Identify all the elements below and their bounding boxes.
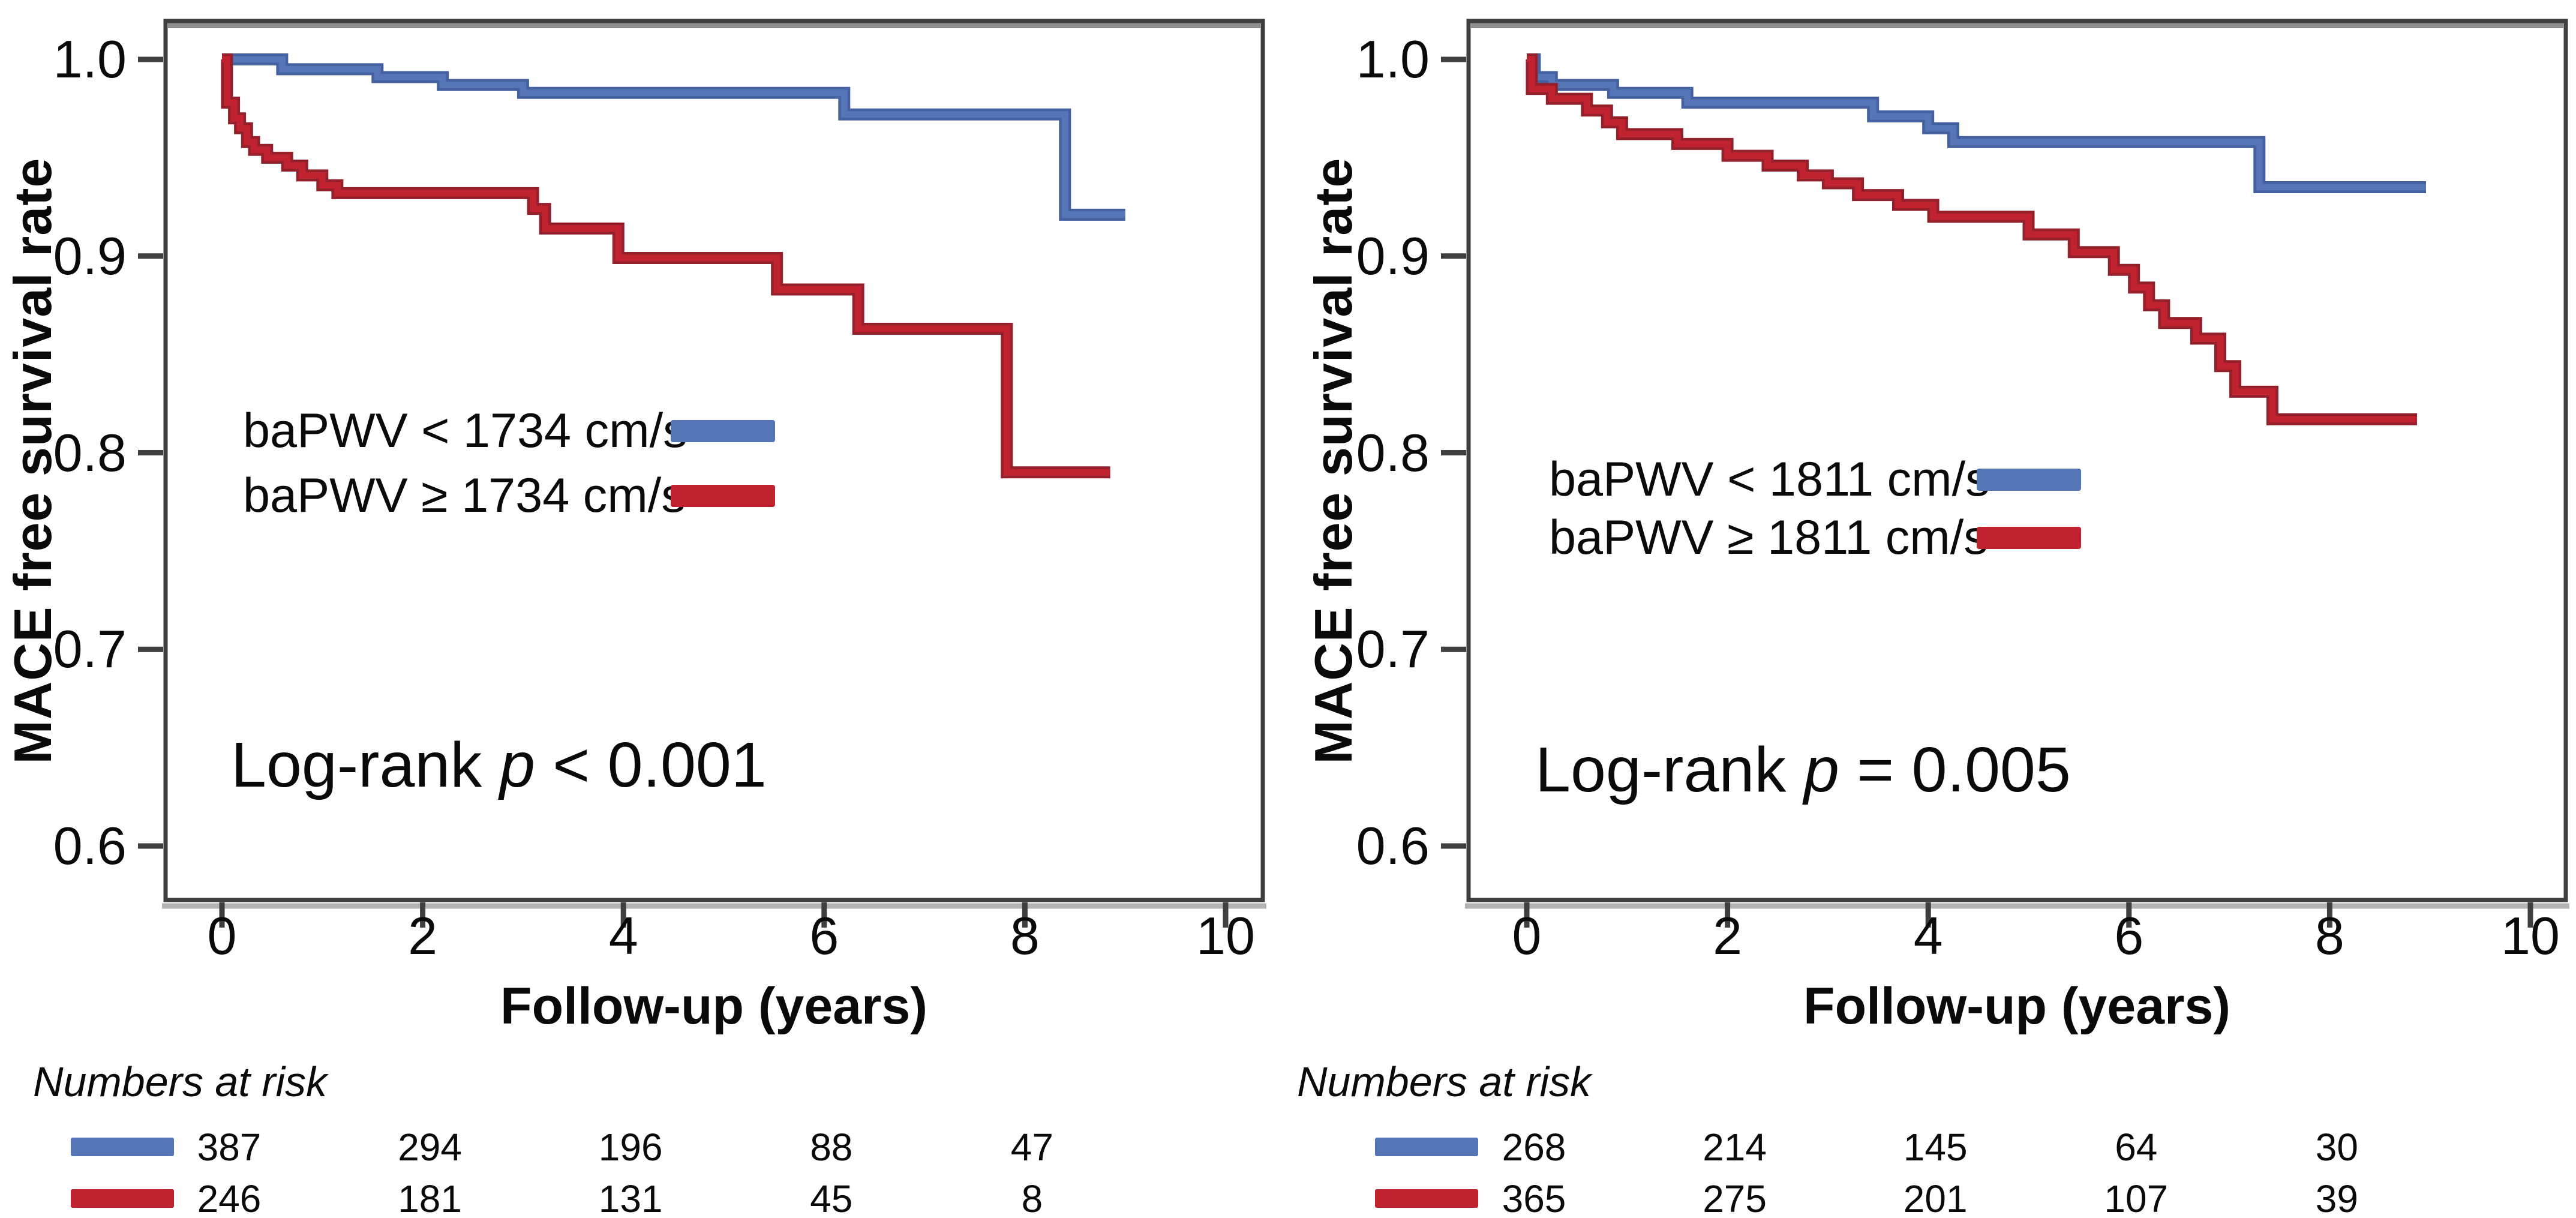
risk-count: 39 <box>2315 1177 2358 1218</box>
annotation-post: = 0.005 <box>1839 734 2071 805</box>
x-tick-label: 6 <box>809 906 839 965</box>
x-tick-label: 2 <box>408 906 438 965</box>
risk-count: 275 <box>1703 1177 1767 1218</box>
risk-count: 88 <box>810 1126 853 1169</box>
risk-row-swatch-blue <box>1375 1138 1478 1156</box>
risk-count: 45 <box>810 1177 853 1218</box>
x-tick-label: 4 <box>608 906 638 965</box>
numbers-at-risk-header: Numbers at risk <box>33 1058 328 1105</box>
risk-row-swatch-red <box>1375 1189 1478 1208</box>
x-tick-label: 0 <box>207 906 237 965</box>
km-curve-red <box>221 53 1110 479</box>
survival-plot-right <box>1441 19 2569 928</box>
risk-count: 294 <box>398 1126 462 1169</box>
legend-label-low: baPWV < 1811 cm/s <box>1549 452 1990 506</box>
km-curve-red <box>1526 53 2417 425</box>
risk-count: 181 <box>398 1177 462 1218</box>
x-tick-label: 10 <box>2501 906 2560 965</box>
risk-count: 246 <box>197 1177 262 1218</box>
annotation-pre: Log-rank <box>231 730 500 800</box>
legend-label-low: baPWV < 1734 cm/s <box>243 404 687 458</box>
risk-count: 201 <box>1903 1177 1968 1218</box>
log-rank-annotation: Log-rank p < 0.001 <box>231 726 767 804</box>
y-tick-label: 0.6 <box>53 816 127 875</box>
risk-count: 47 <box>1010 1126 1053 1169</box>
risk-count: 8 <box>1021 1177 1043 1218</box>
risk-count: 365 <box>1502 1177 1566 1218</box>
y-tick-label: 1.0 <box>1356 29 1430 89</box>
y-tick-label: 0.8 <box>1356 422 1430 482</box>
x-tick-label: 8 <box>2314 906 2344 965</box>
km-panel-left: MACE free survival rate Follow-up (years… <box>3 19 1266 1218</box>
y-tick-label: 0.6 <box>1356 816 1430 875</box>
risk-count: 214 <box>1703 1126 1767 1169</box>
risk-count: 131 <box>598 1177 663 1218</box>
risk-row-swatch-red <box>71 1189 174 1208</box>
numbers-at-risk-header: Numbers at risk <box>1297 1058 1592 1105</box>
log-rank-annotation: Log-rank p = 0.005 <box>1535 731 2071 809</box>
risk-count: 196 <box>598 1126 663 1169</box>
y-tick-label: 0.9 <box>1356 226 1430 286</box>
annotation-pre: Log-rank <box>1535 734 1804 805</box>
legend-label-high: baPWV ≥ 1734 cm/s <box>243 469 686 523</box>
km-panel-right: MACE free survival rate Follow-up (years… <box>1288 0 2576 1218</box>
y-tick-label: 0.9 <box>53 226 127 286</box>
risk-count: 387 <box>197 1126 262 1169</box>
legend-swatch-blue <box>671 420 775 442</box>
risk-count: 268 <box>1502 1126 1566 1169</box>
km-curve-blue <box>222 53 1125 221</box>
y-tick-label: 0.7 <box>1356 619 1430 679</box>
x-axis-title: Follow-up (years) <box>500 977 927 1035</box>
legend-swatch-blue <box>1977 469 2081 491</box>
x-tick-label: 4 <box>1913 906 1943 965</box>
km-curve-blue <box>1527 53 2426 193</box>
risk-count: 64 <box>2115 1126 2158 1169</box>
y-tick-label: 0.7 <box>53 619 127 679</box>
annotation-p-italic: p <box>499 730 535 800</box>
x-tick-label: 8 <box>1010 906 1040 965</box>
x-tick-label: 0 <box>1512 906 1542 965</box>
legend-label-high: baPWV ≥ 1811 cm/s <box>1549 511 1988 565</box>
risk-count: 30 <box>2315 1126 2358 1169</box>
y-tick-label: 1.0 <box>53 29 127 89</box>
x-tick-label: 6 <box>2114 906 2144 965</box>
annotation-p-italic: p <box>1803 734 1839 805</box>
legend-swatch-red <box>671 485 775 507</box>
legend-swatch-red <box>1977 527 2081 549</box>
x-tick-label: 2 <box>1713 906 1743 965</box>
risk-count: 107 <box>2104 1177 2169 1218</box>
risk-count: 145 <box>1903 1126 1968 1169</box>
y-tick-label: 0.8 <box>53 422 127 482</box>
x-axis-title: Follow-up (years) <box>1803 977 2230 1035</box>
x-tick-label: 10 <box>1196 906 1255 965</box>
annotation-post: < 0.001 <box>535 730 767 800</box>
survival-plot-left <box>138 19 1266 928</box>
risk-row-swatch-blue <box>71 1138 174 1156</box>
